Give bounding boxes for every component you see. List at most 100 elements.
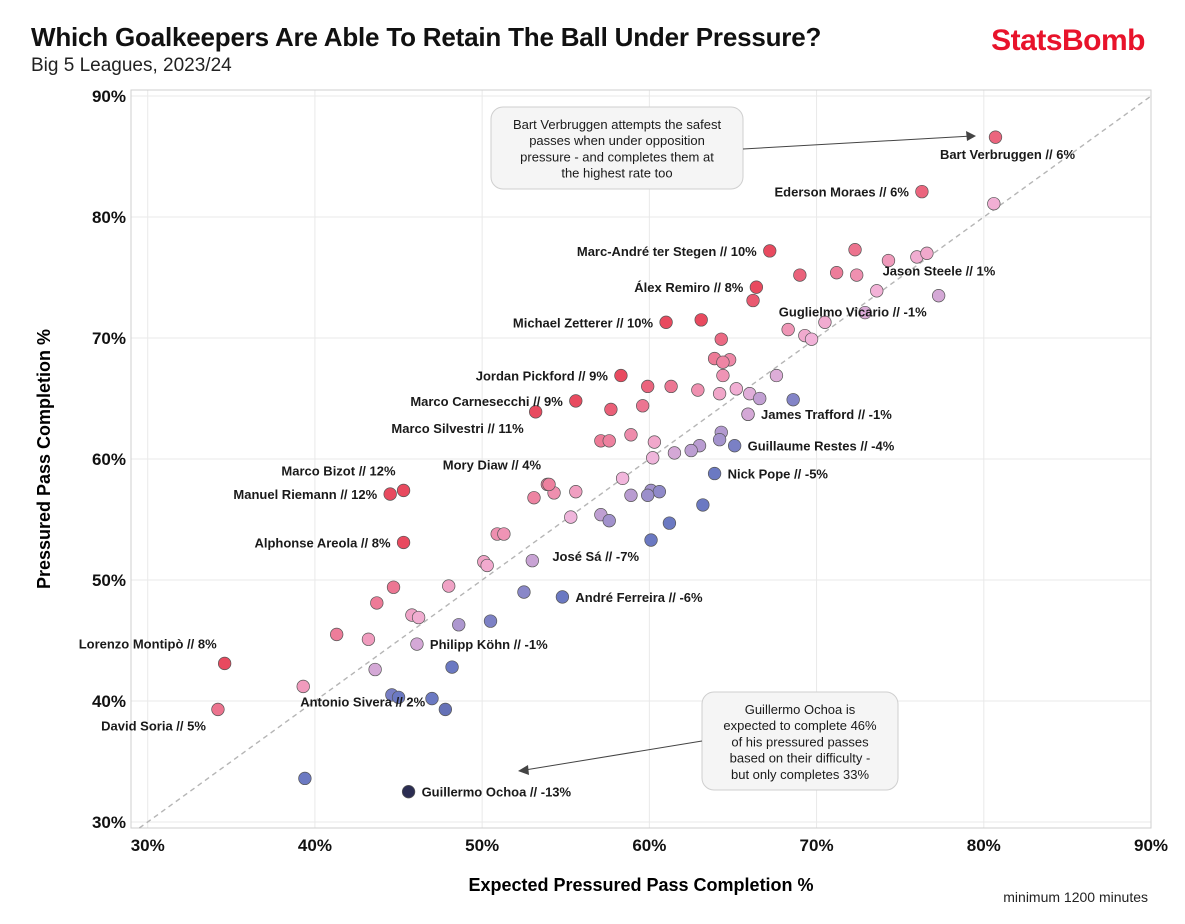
reference-line (138, 95, 1152, 829)
x-axis-ticks: 30% 40% 50% 60% 70% 80% 90% (131, 836, 1168, 855)
annotation-line: passes when under opposition (529, 133, 705, 148)
y-tick-label: 30% (92, 813, 126, 832)
data-point (664, 379, 678, 394)
data-point (716, 368, 730, 383)
point-label: Lorenzo Montipò // 8% (79, 636, 217, 651)
annotation-top (490, 106, 976, 190)
data-point (763, 244, 777, 258)
data-point (411, 610, 426, 625)
data-point (396, 483, 411, 498)
y-tick-label: 50% (92, 571, 126, 590)
data-point (850, 268, 864, 282)
data-point (781, 322, 795, 337)
data-point (793, 268, 807, 282)
x-tick-label: 30% (131, 836, 165, 855)
point-labels: Bart Verbruggen // 6% Ederson Moraes // 6… (79, 147, 1076, 800)
data-point (624, 428, 638, 442)
data-point (396, 535, 411, 550)
point-label: Manuel Riemann // 12% (233, 487, 377, 502)
data-point (870, 284, 884, 298)
data-point (298, 771, 312, 786)
annotation-line: expected to complete 46% (723, 718, 877, 733)
data-point (712, 432, 727, 447)
data-point (644, 533, 658, 547)
data-point (915, 184, 929, 199)
data-point (818, 315, 832, 329)
annotation-line: of his pressured passes (731, 734, 869, 749)
brand-logo: StatsBomb (991, 24, 1145, 57)
data-point (707, 466, 722, 481)
data-point (497, 527, 511, 541)
data-point (786, 393, 800, 407)
data-point (217, 656, 232, 671)
data-point (483, 614, 498, 628)
x-tick-label: 90% (1134, 836, 1168, 855)
data-point (753, 391, 767, 406)
x-tick-label: 70% (800, 836, 834, 855)
point-label: José Sá // -7% (552, 549, 639, 564)
x-tick-label: 50% (465, 836, 499, 855)
footnote: minimum 1200 minutes (1003, 889, 1148, 905)
data-point (330, 627, 344, 642)
data-point (555, 590, 570, 604)
data-point (604, 402, 618, 417)
data-point (652, 485, 667, 499)
point-label: James Trafford // -1% (761, 407, 892, 422)
point-label: Marco Carnesecchi // 9% (410, 394, 563, 409)
point-label: Ederson Moraes // 6% (775, 185, 910, 200)
data-point (296, 679, 310, 694)
data-point (746, 293, 760, 308)
data-point (386, 580, 401, 594)
data-point (931, 289, 946, 303)
data-point (361, 632, 376, 646)
y-tick-label: 40% (92, 692, 126, 711)
point-label: Marco Silvestri // 11% (391, 421, 524, 436)
data-point (641, 379, 655, 394)
data-point (716, 355, 730, 369)
annotation-top-text: Bart Verbruggen attempts the safestpasse… (513, 117, 722, 181)
x-tick-label: 80% (967, 836, 1001, 855)
data-point (527, 491, 541, 505)
annotation-line: the highest rate too (561, 166, 672, 181)
data-point (564, 510, 578, 524)
data-point (569, 394, 583, 408)
data-point (662, 516, 677, 530)
data-point (438, 702, 453, 717)
point-label: David Soria // 5% (101, 718, 206, 733)
data-point (525, 553, 539, 568)
data-point (729, 382, 743, 396)
data-point (636, 399, 650, 413)
point-label: Antonio Sivera // 2% (300, 694, 425, 709)
annotation-line: but only completes 33% (731, 767, 869, 782)
point-label: Guglielmo Vicario // -1% (779, 305, 927, 320)
data-point (691, 383, 705, 397)
data-point (602, 514, 616, 528)
data-point (445, 660, 459, 674)
data-point (542, 477, 556, 492)
point-label: Alphonse Areola // 8% (254, 535, 390, 550)
data-point (848, 243, 862, 257)
x-axis-label: Expected Pressured Pass Completion % (468, 875, 813, 895)
point-label: Marco Bizot // 12% (281, 463, 396, 478)
point-label: Nick Pope // -5% (728, 467, 829, 482)
data-point (569, 485, 583, 499)
data-point (410, 637, 424, 651)
data-point (614, 368, 628, 383)
point-label: Marc-André ter Stegen // 10% (577, 244, 757, 259)
chart-subtitle: Big 5 Leagues, 2023/24 (31, 55, 232, 76)
data-point (881, 253, 896, 268)
data-point (452, 618, 466, 632)
point-label: Mory Diaw // 4% (443, 457, 542, 472)
annotation-line: pressure - and completes them at (520, 149, 714, 164)
data-point (383, 487, 397, 501)
y-tick-label: 80% (92, 208, 126, 227)
data-point (425, 691, 439, 706)
y-axis-label: Pressured Pass Completion % (34, 329, 54, 589)
data-point (741, 407, 755, 421)
data-point (368, 662, 382, 677)
x-tick-label: 60% (632, 836, 666, 855)
data-point (727, 439, 742, 453)
data-point (694, 313, 708, 327)
